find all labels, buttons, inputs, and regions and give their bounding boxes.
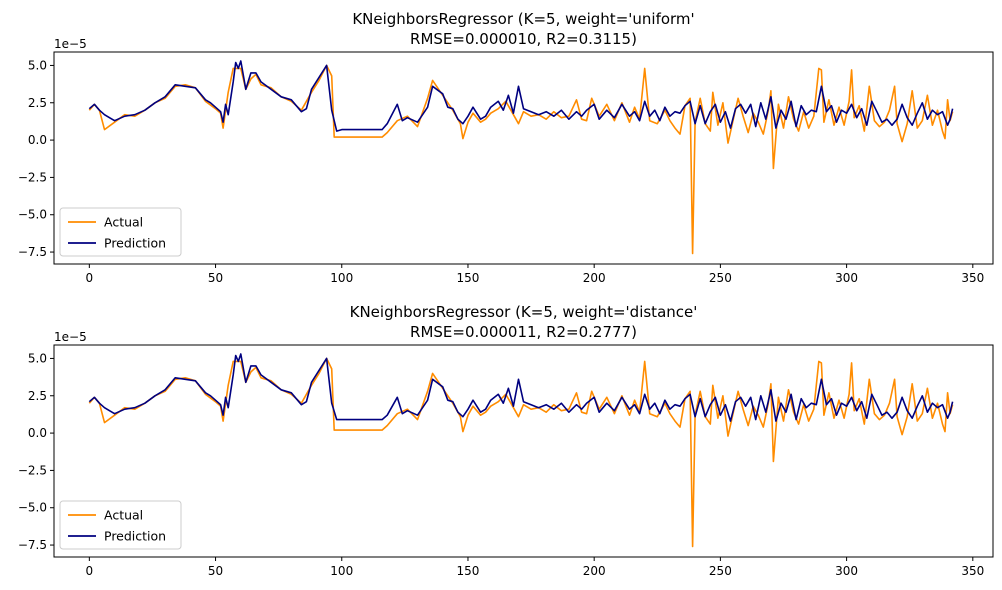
x-tick-label: 300 (835, 564, 858, 578)
chart-title-line1: KNeighborsRegressor (K=5, weight='distan… (350, 303, 698, 321)
legend-label-prediction: Prediction (104, 529, 166, 544)
y-tick-label: 5.0 (28, 351, 47, 365)
legend-box (59, 500, 182, 550)
chart-panel-2: KNeighborsRegressor (K=5, weight='distan… (18, 303, 994, 578)
chart-title-line2: RMSE=0.000011, R2=0.2777) (410, 323, 637, 341)
x-tick-label: 50 (208, 564, 223, 578)
plot-frame (53, 344, 994, 558)
y-tick-label: −2.5 (18, 463, 47, 477)
x-tick-label: 200 (583, 271, 606, 285)
x-tick-label: 250 (709, 271, 732, 285)
y-tick-label: 2.5 (28, 96, 47, 110)
x-tick-label: 100 (330, 564, 353, 578)
x-tick-label: 0 (86, 271, 94, 285)
x-tick-label: 200 (583, 564, 606, 578)
y-tick-label: 2.5 (28, 389, 47, 403)
chart-panel-1: KNeighborsRegressor (K=5, weight='unifor… (18, 10, 994, 285)
chart-title-line1: KNeighborsRegressor (K=5, weight='unifor… (352, 10, 694, 28)
x-tick-label: 150 (457, 271, 480, 285)
y-tick-label: 0.0 (28, 133, 47, 147)
chart-title-line2: RMSE=0.000010, R2=0.3115) (410, 30, 637, 48)
x-tick-label: 350 (961, 564, 984, 578)
y-tick-label: −5.0 (18, 501, 47, 515)
y-tick-label: −7.5 (18, 245, 47, 259)
y-tick-label: −7.5 (18, 538, 47, 552)
series-line-prediction (88, 353, 954, 422)
y-tick-label: 0.0 (28, 426, 47, 440)
y-offset-label: 1e−5 (54, 37, 87, 51)
x-tick-label: 300 (835, 271, 858, 285)
x-tick-label: 50 (208, 271, 223, 285)
legend-label-actual: Actual (104, 508, 143, 523)
series-line-prediction (88, 60, 954, 132)
y-tick-label: −5.0 (18, 208, 47, 222)
x-tick-label: 0 (86, 564, 94, 578)
y-offset-label: 1e−5 (54, 330, 87, 344)
plot-frame (53, 51, 994, 265)
y-tick-label: −2.5 (18, 170, 47, 184)
legend-label-actual: Actual (104, 215, 143, 230)
legend-box (59, 207, 182, 257)
legend-label-prediction: Prediction (104, 236, 166, 251)
x-tick-label: 350 (961, 271, 984, 285)
x-tick-label: 250 (709, 564, 732, 578)
legend: Actual Prediction (59, 207, 182, 257)
legend: Actual Prediction (59, 500, 182, 550)
x-tick-label: 150 (457, 564, 480, 578)
y-tick-label: 5.0 (28, 58, 47, 72)
x-tick-label: 100 (330, 271, 353, 285)
